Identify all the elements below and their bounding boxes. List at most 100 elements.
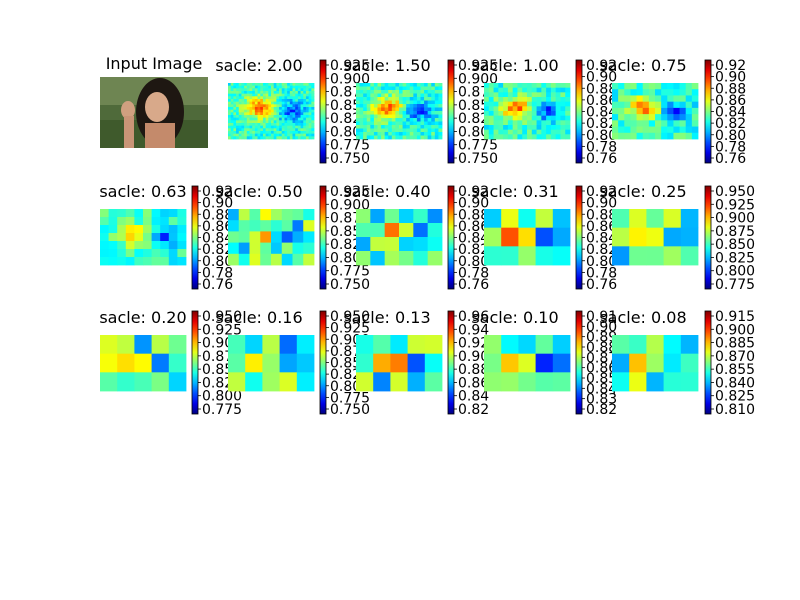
colorbar-tick-label: 0.90 bbox=[586, 70, 617, 86]
colorbar-tick-label: 0.900 bbox=[715, 322, 755, 338]
panel-12: 0.960.940.920.900.880.860.840.82 sacle: 0… bbox=[343, 308, 489, 418]
heatmap-7 bbox=[356, 209, 443, 266]
colorbar-tick-label: 0.84 bbox=[586, 381, 617, 397]
colorbar-tick-label: 0.92 bbox=[586, 58, 617, 74]
colorbar-tick-label: 0.84 bbox=[586, 231, 617, 247]
colorbar-tick-label: 0.825 bbox=[715, 389, 755, 405]
colorbar-tick-label: 0.82 bbox=[715, 116, 746, 132]
colorbar-tick-label: 0.78 bbox=[202, 265, 233, 281]
heatmap-5 bbox=[100, 209, 187, 266]
panel-9: 0.9500.9250.9000.8750.8500.8250.8000.775… bbox=[599, 182, 755, 293]
colorbar-tick-label: 0.90 bbox=[458, 196, 489, 212]
panel-title: sacle: 1.50 bbox=[343, 56, 430, 75]
colorbar-tick-label: 0.950 bbox=[330, 309, 370, 325]
colorbar-tick-label: 0.775 bbox=[330, 138, 370, 154]
colorbar-tick-label: 0.76 bbox=[715, 151, 746, 167]
colorbar-tick-label: 0.88 bbox=[715, 81, 746, 97]
colorbar-tick-label: 0.88 bbox=[458, 207, 489, 223]
heatmap-1 bbox=[228, 83, 315, 140]
colorbar-tick-label: 0.950 bbox=[715, 184, 755, 200]
colorbar-tick-label: 0.76 bbox=[458, 277, 489, 293]
heatmap-14 bbox=[612, 335, 699, 392]
colorbar-tick-label: 0.885 bbox=[715, 336, 755, 352]
colorbar-tick-label: 0.92 bbox=[202, 184, 233, 200]
panel-title: sacle: 0.31 bbox=[471, 182, 558, 201]
colorbar-tick-label: 0.925 bbox=[330, 321, 370, 337]
colorbar-tick-label: 0.915 bbox=[715, 309, 755, 325]
colorbar-tick-label: 0.87 bbox=[586, 350, 617, 366]
colorbar-6 bbox=[319, 185, 327, 290]
colorbar-13 bbox=[575, 310, 583, 415]
colorbar-tick-label: 0.90 bbox=[586, 196, 617, 212]
panel-title: sacle: 0.25 bbox=[599, 182, 686, 201]
colorbar-tick-label: 0.950 bbox=[202, 309, 242, 325]
colorbar-tick-label: 0.84 bbox=[586, 105, 617, 121]
colorbar-tick-label: 0.90 bbox=[458, 349, 489, 365]
colorbar-tick-label: 0.80 bbox=[458, 254, 489, 270]
heatmap-9 bbox=[612, 209, 699, 266]
colorbar-tick-label: 0.96 bbox=[458, 309, 489, 325]
colorbar-tick-label: 0.900 bbox=[715, 211, 755, 227]
colorbar-tick-label: 0.86 bbox=[586, 93, 617, 109]
colorbar-tick-label: 0.82 bbox=[202, 242, 233, 258]
heatmap-11 bbox=[228, 335, 315, 392]
heatmap-4 bbox=[612, 83, 699, 140]
colorbar-tick-label: 0.84 bbox=[202, 231, 233, 247]
colorbar-tick-label: 0.870 bbox=[715, 349, 755, 365]
colorbar-tick-label: 0.88 bbox=[586, 81, 617, 97]
panel-0: Input Image bbox=[100, 54, 208, 148]
colorbar-tick-label: 0.775 bbox=[330, 264, 370, 280]
colorbar-tick-label: 0.840 bbox=[715, 375, 755, 391]
colorbar-tick-label: 0.750 bbox=[458, 151, 498, 167]
colorbar-11 bbox=[319, 310, 327, 415]
heatmap-3 bbox=[484, 83, 571, 140]
colorbar-tick-label: 0.775 bbox=[458, 138, 498, 154]
panel-7: 0.920.900.880.860.840.820.800.780.76 sacl… bbox=[343, 182, 489, 293]
colorbar-tick-label: 0.80 bbox=[586, 254, 617, 270]
colorbar-7 bbox=[447, 185, 455, 290]
panel-title: sacle: 0.50 bbox=[215, 182, 302, 201]
colorbar-8 bbox=[575, 185, 583, 290]
panel-title: sacle: 0.20 bbox=[99, 308, 186, 327]
colorbar-tick-label: 0.76 bbox=[586, 151, 617, 167]
colorbar-tick-label: 0.800 bbox=[202, 389, 242, 405]
colorbar-tick-label: 0.90 bbox=[586, 319, 617, 335]
colorbar-tick-label: 0.92 bbox=[458, 336, 489, 352]
panel-title: sacle: 0.10 bbox=[471, 308, 558, 327]
colorbar-tick-label: 0.84 bbox=[458, 389, 489, 405]
colorbar-tick-label: 0.82 bbox=[586, 242, 617, 258]
colorbar-tick-label: 0.800 bbox=[715, 264, 755, 280]
colorbar-tick-label: 0.94 bbox=[458, 322, 489, 338]
colorbar-tick-label: 0.82 bbox=[458, 402, 489, 418]
colorbar-tick-label: 0.92 bbox=[586, 184, 617, 200]
panel-title: sacle: 0.40 bbox=[343, 182, 430, 201]
heatmap-8 bbox=[484, 209, 571, 266]
colorbar-tick-label: 0.78 bbox=[586, 139, 617, 155]
colorbar-tick-label: 0.86 bbox=[715, 93, 746, 109]
colorbar-tick-label: 0.750 bbox=[330, 151, 370, 167]
colorbar-tick-label: 0.84 bbox=[458, 231, 489, 247]
panel-3: 0.920.900.880.860.840.820.800.780.76 sacl… bbox=[471, 56, 617, 167]
colorbar-tick-label: 0.925 bbox=[202, 322, 242, 338]
panel-title: sacle: 0.08 bbox=[599, 308, 686, 327]
heatmap-12 bbox=[356, 335, 443, 392]
colorbar-tick-label: 0.775 bbox=[330, 390, 370, 406]
panel-8: 0.920.900.880.860.840.820.800.780.76 sacl… bbox=[471, 182, 617, 293]
colorbar-tick-label: 0.80 bbox=[586, 128, 617, 144]
colorbar-tick-label: 0.775 bbox=[715, 277, 755, 293]
colorbar-tick-label: 0.88 bbox=[202, 207, 233, 223]
colorbar-tick-label: 0.80 bbox=[202, 254, 233, 270]
colorbar-tick-label: 0.750 bbox=[330, 277, 370, 293]
colorbar-tick-label: 0.90 bbox=[715, 70, 746, 86]
colorbar-tick-label: 0.82 bbox=[586, 402, 617, 418]
colorbar-tick-label: 0.76 bbox=[202, 277, 233, 293]
colorbar-tick-label: 0.80 bbox=[715, 128, 746, 144]
colorbar-tick-label: 0.810 bbox=[715, 402, 755, 418]
panel-13: 0.910.900.890.880.870.860.850.840.830.82… bbox=[471, 308, 617, 418]
panel-title: sacle: 1.00 bbox=[471, 56, 558, 75]
colorbar-tick-label: 0.84 bbox=[715, 105, 746, 121]
colorbar-tick-label: 0.86 bbox=[586, 361, 617, 377]
colorbar-tick-label: 0.86 bbox=[458, 375, 489, 391]
colorbar-10 bbox=[191, 310, 199, 415]
colorbar-tick-label: 0.78 bbox=[715, 139, 746, 155]
